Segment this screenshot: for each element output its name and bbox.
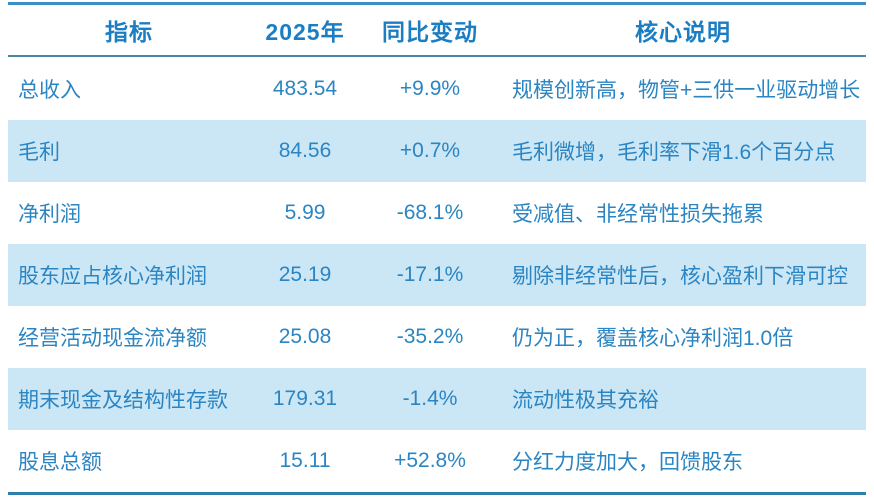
table-row: 股东应占核心净利润 25.19 -17.1% 剔除非经常性后，核心盈利下滑可控: [8, 244, 866, 306]
core-note: 受减值、非经常性损失拖累: [512, 203, 764, 226]
column-header-yoy: 同比变动: [382, 19, 478, 45]
core-note: 分红力度加大，回馈股东: [512, 451, 743, 474]
table-row: 总收入 483.54 +9.9% 规模创新高，物管+三供一业驱动增长: [8, 58, 866, 120]
indicator-label: 净利润: [18, 203, 81, 226]
core-note: 流动性极其充裕: [512, 389, 659, 412]
year-value: 5.99: [284, 201, 326, 224]
column-header-note: 核心说明: [635, 19, 731, 45]
yoy-change: -68.1%: [396, 201, 464, 224]
indicator-label: 股息总额: [18, 451, 102, 474]
year-value: 25.08: [278, 325, 332, 348]
table-top-border: [8, 2, 866, 5]
core-note: 剔除非经常性后，核心盈利下滑可控: [512, 265, 848, 288]
table-bottom-border: [8, 492, 866, 495]
indicator-label: 经营活动现金流净额: [18, 327, 207, 350]
table-row: 经营活动现金流净额 25.08 -35.2% 仍为正，覆盖核心净利润1.0倍: [8, 306, 866, 368]
yoy-change: -35.2%: [396, 325, 464, 348]
column-header-indicator: 指标: [105, 19, 153, 45]
indicator-label: 毛利: [18, 141, 60, 164]
indicator-label: 期末现金及结构性存款: [18, 389, 228, 412]
core-note: 毛利微增，毛利率下滑1.6个百分点: [512, 141, 836, 164]
column-header-year: 2025年: [265, 19, 345, 45]
yoy-change: -1.4%: [402, 387, 458, 410]
indicator-label: 股东应占核心净利润: [18, 265, 207, 288]
year-value: 25.19: [278, 263, 332, 286]
year-value: 84.56: [278, 139, 332, 162]
table-header-row: 指标 2025年 同比变动 核心说明: [8, 5, 866, 57]
indicator-label: 总收入: [18, 79, 81, 102]
yoy-change: +52.8%: [394, 449, 466, 472]
table-row: 净利润 5.99 -68.1% 受减值、非经常性损失拖累: [8, 182, 866, 244]
core-note: 规模创新高，物管+三供一业驱动增长: [512, 79, 861, 102]
year-value: 15.11: [279, 449, 331, 472]
yoy-change: +9.9%: [399, 77, 461, 100]
core-note: 仍为正，覆盖核心净利润1.0倍: [512, 327, 794, 350]
yoy-change: -17.1%: [396, 263, 464, 286]
yoy-change: +0.7%: [399, 139, 461, 162]
year-value: 483.54: [272, 77, 338, 100]
year-value: 179.31: [272, 387, 338, 410]
table-row: 毛利 84.56 +0.7% 毛利微增，毛利率下滑1.6个百分点: [8, 120, 866, 182]
table-row: 股息总额 15.11 +52.8% 分红力度加大，回馈股东: [8, 430, 866, 492]
table-row: 期末现金及结构性存款 179.31 -1.4% 流动性极其充裕: [8, 368, 866, 430]
